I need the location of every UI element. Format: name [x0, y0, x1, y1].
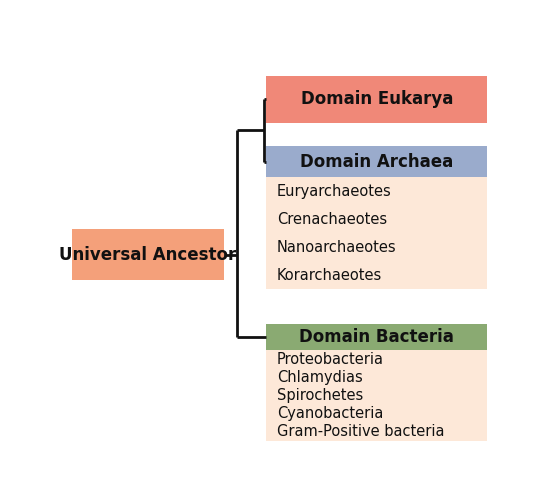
- Text: Cyanobacteria: Cyanobacteria: [277, 406, 383, 421]
- Text: Universal Ancestor: Universal Ancestor: [59, 245, 237, 264]
- Bar: [72, 229, 224, 280]
- Bar: [266, 76, 487, 122]
- Text: Spirochetes: Spirochetes: [277, 388, 363, 403]
- Bar: [266, 146, 487, 177]
- Text: Korarchaeotes: Korarchaeotes: [277, 268, 382, 283]
- Bar: [266, 350, 487, 441]
- Text: Domain Eukarya: Domain Eukarya: [301, 90, 453, 108]
- Text: Nanoarchaeotes: Nanoarchaeotes: [277, 240, 397, 255]
- Text: Chlamydias: Chlamydias: [277, 370, 362, 385]
- Text: Euryarchaeotes: Euryarchaeotes: [277, 184, 392, 199]
- Text: Domain Bacteria: Domain Bacteria: [299, 328, 454, 346]
- Text: Domain Archaea: Domain Archaea: [300, 153, 454, 171]
- Bar: [266, 325, 487, 350]
- Text: Gram-Positive bacteria: Gram-Positive bacteria: [277, 424, 444, 439]
- Bar: [266, 177, 487, 289]
- Text: Crenachaeotes: Crenachaeotes: [277, 212, 387, 227]
- Text: Proteobacteria: Proteobacteria: [277, 352, 384, 366]
